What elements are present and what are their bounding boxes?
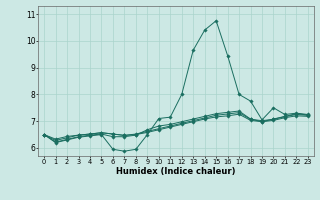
X-axis label: Humidex (Indice chaleur): Humidex (Indice chaleur) <box>116 167 236 176</box>
